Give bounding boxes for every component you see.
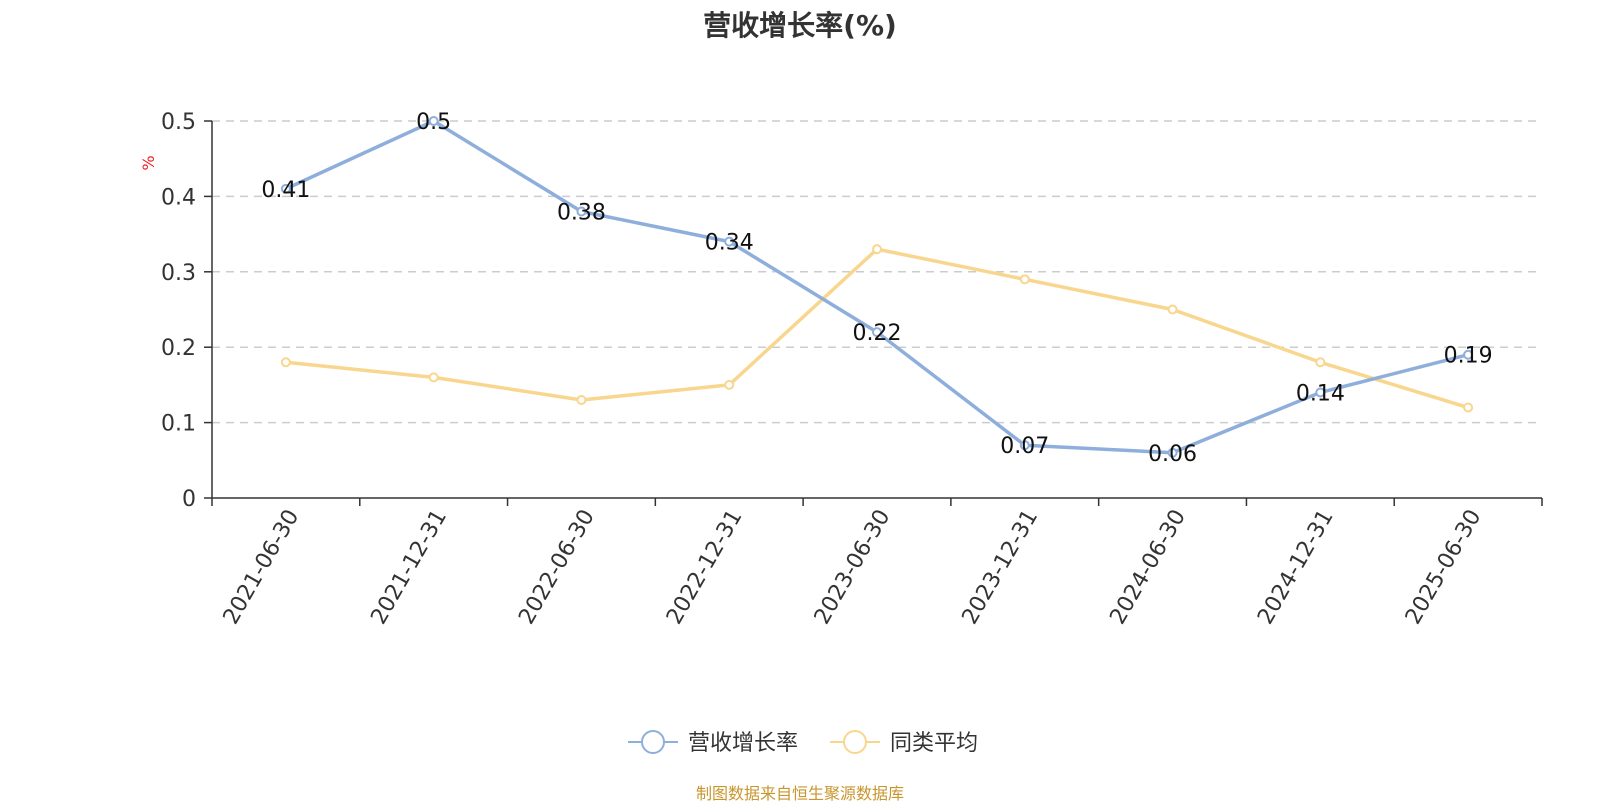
- data-point[interactable]: [872, 244, 882, 255]
- y-tick-label: 0: [182, 487, 196, 512]
- data-point[interactable]: [1019, 440, 1030, 451]
- series-group: [280, 116, 1474, 458]
- data-label: 0.19: [1444, 344, 1493, 369]
- x-tick-label: 2022-12-31: [662, 506, 748, 629]
- data-point[interactable]: [1315, 357, 1326, 368]
- data-labels: 0.41 0.5 0.38 0.34 0.22 0.07 0.06 0.14 0.19: [261, 110, 1492, 467]
- data-label: 0.38: [557, 200, 606, 225]
- x-tick-label: 2021-12-31: [366, 506, 452, 629]
- data-point[interactable]: [428, 372, 439, 383]
- legend-item-revenue-growth[interactable]: 营收增长率: [628, 730, 798, 756]
- y-tick-label: 0.4: [161, 185, 196, 210]
- x-tick-label: 2024-12-31: [1253, 506, 1339, 629]
- y-tick-label: 0.1: [161, 412, 196, 437]
- data-point[interactable]: [1167, 304, 1178, 315]
- data-label: 0.22: [853, 321, 902, 346]
- data-point[interactable]: [1315, 387, 1326, 398]
- y-axis-label: %: [139, 155, 158, 170]
- x-tick-label: 2021-06-30: [219, 506, 305, 629]
- series-line: [285, 119, 1469, 455]
- grid-lines: [212, 120, 1542, 424]
- y-tick-label: 0.2: [161, 336, 196, 361]
- data-point[interactable]: [576, 394, 587, 405]
- legend-item-peer-average[interactable]: 同类平均: [830, 730, 978, 756]
- data-point[interactable]: [1019, 274, 1030, 285]
- data-label: 0.06: [1148, 442, 1197, 467]
- data-point[interactable]: [724, 236, 735, 247]
- data-label: 0.14: [1296, 381, 1345, 406]
- x-tick-label: 2022-06-30: [514, 506, 600, 629]
- data-label: 0.41: [261, 178, 310, 203]
- x-tick-label: 2025-06-30: [1401, 506, 1487, 629]
- source-note: 制图数据来自恒生聚源数据库: [695, 784, 904, 803]
- data-label: 0.34: [705, 231, 754, 256]
- data-point[interactable]: [872, 327, 882, 338]
- data-point[interactable]: [280, 183, 291, 194]
- data-point[interactable]: [1167, 447, 1178, 458]
- data-point[interactable]: [576, 206, 587, 217]
- data-point[interactable]: [1463, 402, 1474, 413]
- legend-label: 同类平均: [890, 731, 978, 756]
- y-tick-label: 0.5: [161, 110, 196, 135]
- data-point[interactable]: [724, 379, 735, 390]
- data-point[interactable]: [280, 357, 291, 368]
- data-point[interactable]: [1463, 349, 1474, 360]
- x-tick-label: 2023-06-30: [810, 506, 896, 629]
- legend-marker-icon: [641, 730, 665, 754]
- data-label: 0.5: [416, 110, 451, 135]
- legend-marker-icon: [843, 730, 867, 754]
- legend-label: 营收增长率: [688, 731, 798, 756]
- data-label: 0.07: [1000, 434, 1049, 459]
- x-tick-label: 2023-12-31: [958, 506, 1044, 629]
- data-point[interactable]: [428, 116, 439, 126]
- x-tick-label: 2024-06-30: [1105, 506, 1191, 629]
- y-tick-label: 0.3: [161, 261, 196, 286]
- chart-title: 营收增长率(%): [703, 9, 897, 42]
- legend[interactable]: 营收增长率 同类平均: [628, 730, 978, 756]
